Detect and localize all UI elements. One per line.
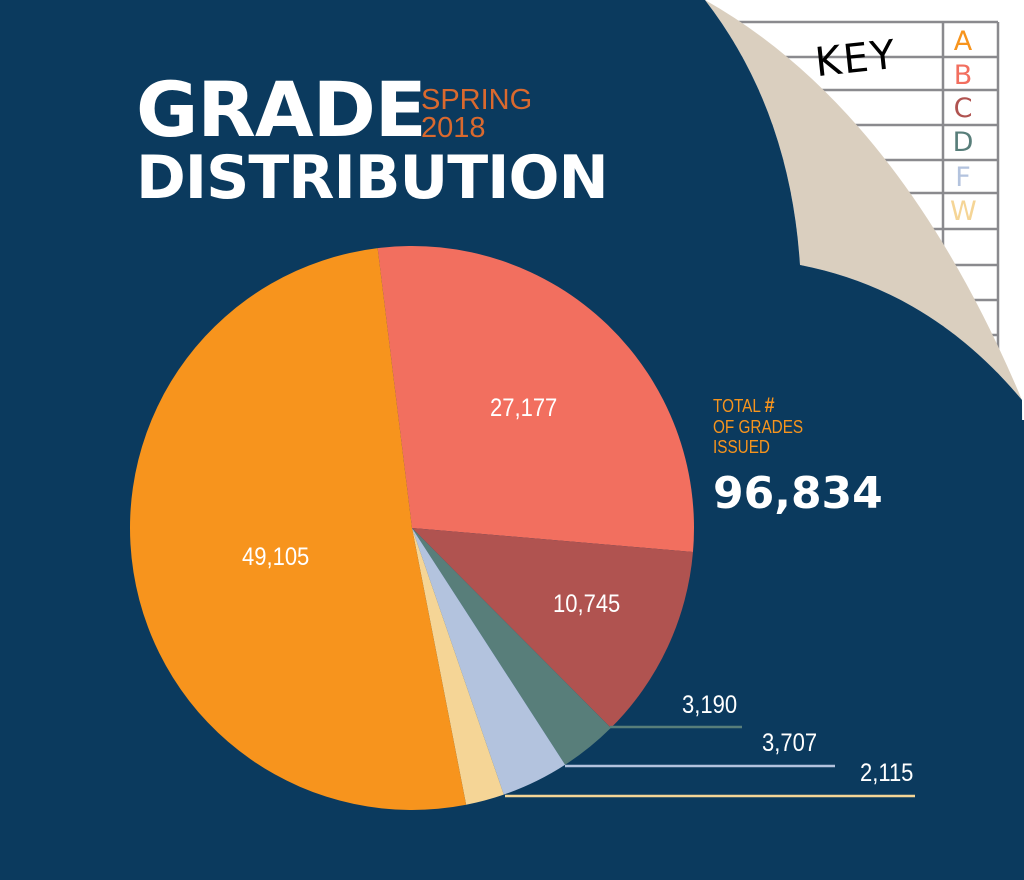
key-letter-a: A (953, 26, 973, 57)
total-value: 96,834 (713, 468, 883, 519)
title-line2: DISTRIBUTION (136, 143, 609, 213)
pie-chart (129, 246, 694, 811)
pie-slice-f (412, 528, 566, 795)
paper-curl (705, 0, 1022, 400)
pie-slice-a (129, 248, 467, 811)
slice-label-d: 3,190 (682, 691, 738, 719)
key-letter-d: D (952, 127, 974, 158)
key-letter-w: W (950, 196, 977, 227)
slice-label-b: 27,177 (490, 394, 558, 422)
slice-label-w: 2,115 (860, 759, 914, 787)
key-letter-c: C (953, 93, 973, 124)
title-line1: GRADE (136, 65, 427, 154)
total-label-line3: ISSUED (713, 437, 770, 457)
term-year: 2018 (421, 112, 486, 144)
pie-slice-b (377, 246, 694, 552)
pie-slice-w (412, 528, 504, 805)
pie-slice-d (412, 528, 611, 765)
total-label-line2: OF GRADES (713, 417, 804, 437)
total-label-line1: TOTAL # (713, 394, 775, 417)
key-title: KEY (812, 31, 900, 87)
slice-label-c: 10,745 (553, 590, 621, 618)
pie-slice-c (412, 528, 693, 728)
total-label-word: TOTAL (713, 396, 761, 416)
key-letter-f: F (955, 162, 971, 193)
slice-label-f: 3,707 (762, 729, 818, 757)
term-season: SPRING (421, 84, 533, 116)
key-letter-b: B (953, 60, 973, 91)
total-hash: # (764, 394, 775, 417)
slice-label-a: 49,105 (242, 543, 310, 571)
